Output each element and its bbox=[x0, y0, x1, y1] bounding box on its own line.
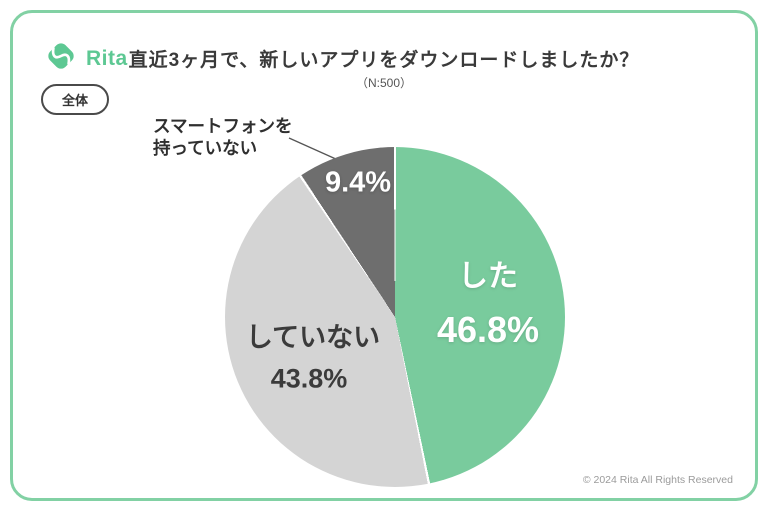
scope-badge: 全体 bbox=[41, 84, 110, 115]
slice-didnot-label: していない bbox=[245, 322, 381, 353]
slice-did-label: した bbox=[458, 260, 518, 293]
rita-logo: Rita bbox=[43, 38, 128, 79]
callout-label: スマートフォンを 持っていない bbox=[153, 116, 292, 160]
callout-label-line1: スマートフォンを bbox=[153, 116, 293, 136]
copyright-text: © 2024 Rita All Rights Reserved bbox=[582, 474, 733, 486]
callout-label-line2: 持っていない bbox=[153, 137, 258, 158]
chart-title: 直近3ヶ月で、新しいアプリをダウンロードしましたか？ bbox=[128, 50, 640, 71]
sample-size-label: （N:500） bbox=[355, 76, 413, 90]
rita-logo-icon bbox=[43, 38, 79, 79]
report-card: Rita 直近3ヶ月で、新しいアプリをダウンロードしましたか？ （N:500） … bbox=[10, 10, 758, 501]
pie-chart: した 46.8% していない 43.8% 9.4% bbox=[225, 147, 565, 487]
rita-logo-text: Rita bbox=[86, 46, 128, 70]
slice-nosmartphone-percent: 9.4% bbox=[324, 166, 392, 199]
slice-did-percent: 46.8% bbox=[436, 309, 540, 350]
slice-didnot-percent: 43.8% bbox=[270, 363, 348, 394]
